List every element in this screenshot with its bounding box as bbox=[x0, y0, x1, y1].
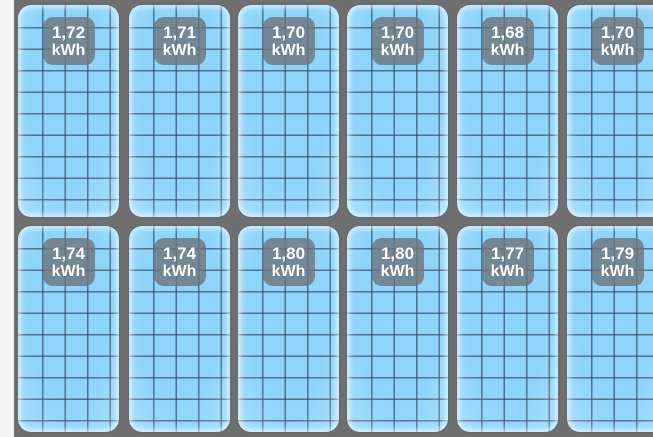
energy-unit: kWh bbox=[600, 41, 635, 59]
energy-unit: kWh bbox=[162, 41, 197, 59]
solar-panel[interactable]: 1,70 kWh bbox=[567, 5, 653, 217]
energy-unit: kWh bbox=[271, 262, 306, 280]
energy-value: 1,80 bbox=[271, 243, 306, 263]
solar-panel[interactable]: 1,79 kWh bbox=[567, 226, 653, 432]
energy-badge: 1,68 kWh bbox=[481, 17, 534, 65]
energy-badge: 1,70 kWh bbox=[591, 17, 644, 65]
energy-unit: kWh bbox=[380, 41, 415, 59]
solar-panel[interactable]: 1,77 kWh bbox=[457, 226, 558, 432]
energy-badge: 1,74 kWh bbox=[42, 238, 95, 286]
energy-unit: kWh bbox=[490, 262, 525, 280]
energy-value: 1,70 bbox=[380, 22, 415, 42]
solar-panel[interactable]: 1,72 kWh bbox=[18, 5, 119, 217]
energy-unit: kWh bbox=[600, 262, 635, 280]
energy-badge: 1,72 kWh bbox=[42, 17, 95, 65]
solar-panel[interactable]: 1,74 kWh bbox=[129, 226, 230, 432]
energy-badge: 1,80 kWh bbox=[371, 238, 424, 286]
energy-value: 1,74 bbox=[162, 243, 197, 263]
energy-badge: 1,77 kWh bbox=[481, 238, 534, 286]
energy-value: 1,74 bbox=[51, 243, 86, 263]
energy-unit: kWh bbox=[380, 262, 415, 280]
energy-unit: kWh bbox=[51, 41, 86, 59]
energy-unit: kWh bbox=[51, 262, 86, 280]
energy-unit: kWh bbox=[490, 41, 525, 59]
solar-panel[interactable]: 1,68 kWh bbox=[457, 5, 558, 217]
energy-value: 1,79 bbox=[600, 243, 635, 263]
energy-value: 1,80 bbox=[380, 243, 415, 263]
energy-value: 1,70 bbox=[600, 22, 635, 42]
energy-badge: 1,79 kWh bbox=[591, 238, 644, 286]
solar-panel[interactable]: 1,70 kWh bbox=[347, 5, 448, 217]
energy-badge: 1,74 kWh bbox=[153, 238, 206, 286]
energy-unit: kWh bbox=[271, 41, 306, 59]
energy-unit: kWh bbox=[162, 262, 197, 280]
solar-panel[interactable]: 1,74 kWh bbox=[18, 226, 119, 432]
energy-value: 1,77 bbox=[490, 243, 525, 263]
solar-panel[interactable]: 1,80 kWh bbox=[347, 226, 448, 432]
solar-panel[interactable]: 1,71 kWh bbox=[129, 5, 230, 217]
solar-panel[interactable]: 1,80 kWh bbox=[238, 226, 339, 432]
energy-value: 1,68 bbox=[490, 22, 525, 42]
energy-badge: 1,80 kWh bbox=[262, 238, 315, 286]
energy-badge: 1,70 kWh bbox=[262, 17, 315, 65]
energy-value: 1,70 bbox=[271, 22, 306, 42]
energy-badge: 1,71 kWh bbox=[153, 17, 206, 65]
energy-value: 1,72 bbox=[51, 22, 86, 42]
solar-panel[interactable]: 1,70 kWh bbox=[238, 5, 339, 217]
energy-badge: 1,70 kWh bbox=[371, 17, 424, 65]
energy-value: 1,71 bbox=[162, 22, 197, 42]
